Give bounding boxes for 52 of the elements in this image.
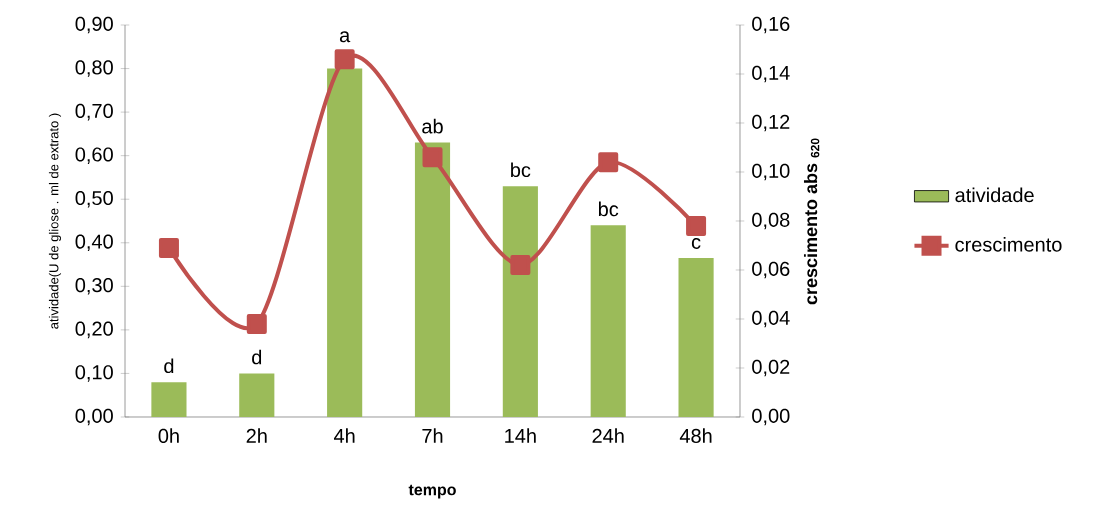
- y-tick-label: 0,80: [75, 60, 113, 77]
- bar: [151, 382, 187, 417]
- point: [158, 237, 179, 258]
- y-tick-label: 0,20: [75, 321, 113, 339]
- bar: [678, 258, 714, 417]
- y-tick-label: 0,50: [75, 190, 113, 208]
- y2-tick-label: 0,16: [752, 16, 790, 34]
- y2-tick-label: 0,04: [752, 310, 790, 328]
- point: [422, 147, 443, 168]
- y-tick-label: 0,40: [75, 234, 113, 252]
- point: [334, 49, 355, 70]
- y2-tick-label: 0,02: [752, 359, 790, 377]
- annotation: bc: [511, 162, 531, 178]
- annotation: c: [691, 238, 701, 249]
- x-tick-label: 4h: [334, 428, 355, 443]
- y2-tick-label: 0,06: [752, 261, 790, 279]
- x-tick-label: 0h: [158, 428, 179, 443]
- x-tick-label: 48h: [679, 428, 712, 443]
- legend-label: atividade: [955, 187, 1034, 203]
- point: [598, 152, 619, 173]
- x-tick-label: 2h: [246, 428, 267, 443]
- annotation: ab: [422, 118, 443, 134]
- annotation: bc: [598, 201, 619, 217]
- y2-tick-label: 0,14: [752, 65, 790, 83]
- bar: [414, 142, 451, 417]
- bar: [239, 373, 275, 417]
- point: [510, 255, 531, 276]
- y-tick-label: 0,60: [75, 147, 113, 164]
- bar: [327, 68, 363, 417]
- y2-tick-label: 0,08: [752, 212, 790, 230]
- x-axis-title: tempo: [408, 484, 456, 499]
- y2-tick-label: 0,00: [752, 408, 790, 426]
- y2-tick-label: 0,10: [752, 163, 790, 181]
- annotation: d: [252, 349, 262, 365]
- point: [246, 313, 267, 334]
- annotation: d: [164, 358, 174, 374]
- y2-axis-title: crescimento abs $_{620}$: [803, 138, 820, 305]
- bar: [502, 186, 538, 417]
- y-tick-label: 0,00: [75, 408, 113, 426]
- legend-label: crescimento: [955, 236, 1062, 252]
- y-tick-label: 0,70: [75, 103, 113, 121]
- y-tick-label: 0,30: [75, 278, 113, 295]
- y-tick-label: 0,10: [75, 365, 113, 382]
- y-axis-title: atividade(U de gliose . ml de extrato ): [48, 113, 62, 329]
- annotation: a: [339, 31, 351, 43]
- x-tick-label: 7h: [422, 428, 443, 443]
- bar: [590, 225, 626, 417]
- y-tick-label: 0,90: [75, 16, 113, 34]
- x-tick-label: 14h: [505, 428, 536, 443]
- x-tick-label: 24h: [592, 428, 624, 443]
- point: [686, 215, 707, 236]
- y2-tick-label: 0,12: [752, 114, 790, 132]
